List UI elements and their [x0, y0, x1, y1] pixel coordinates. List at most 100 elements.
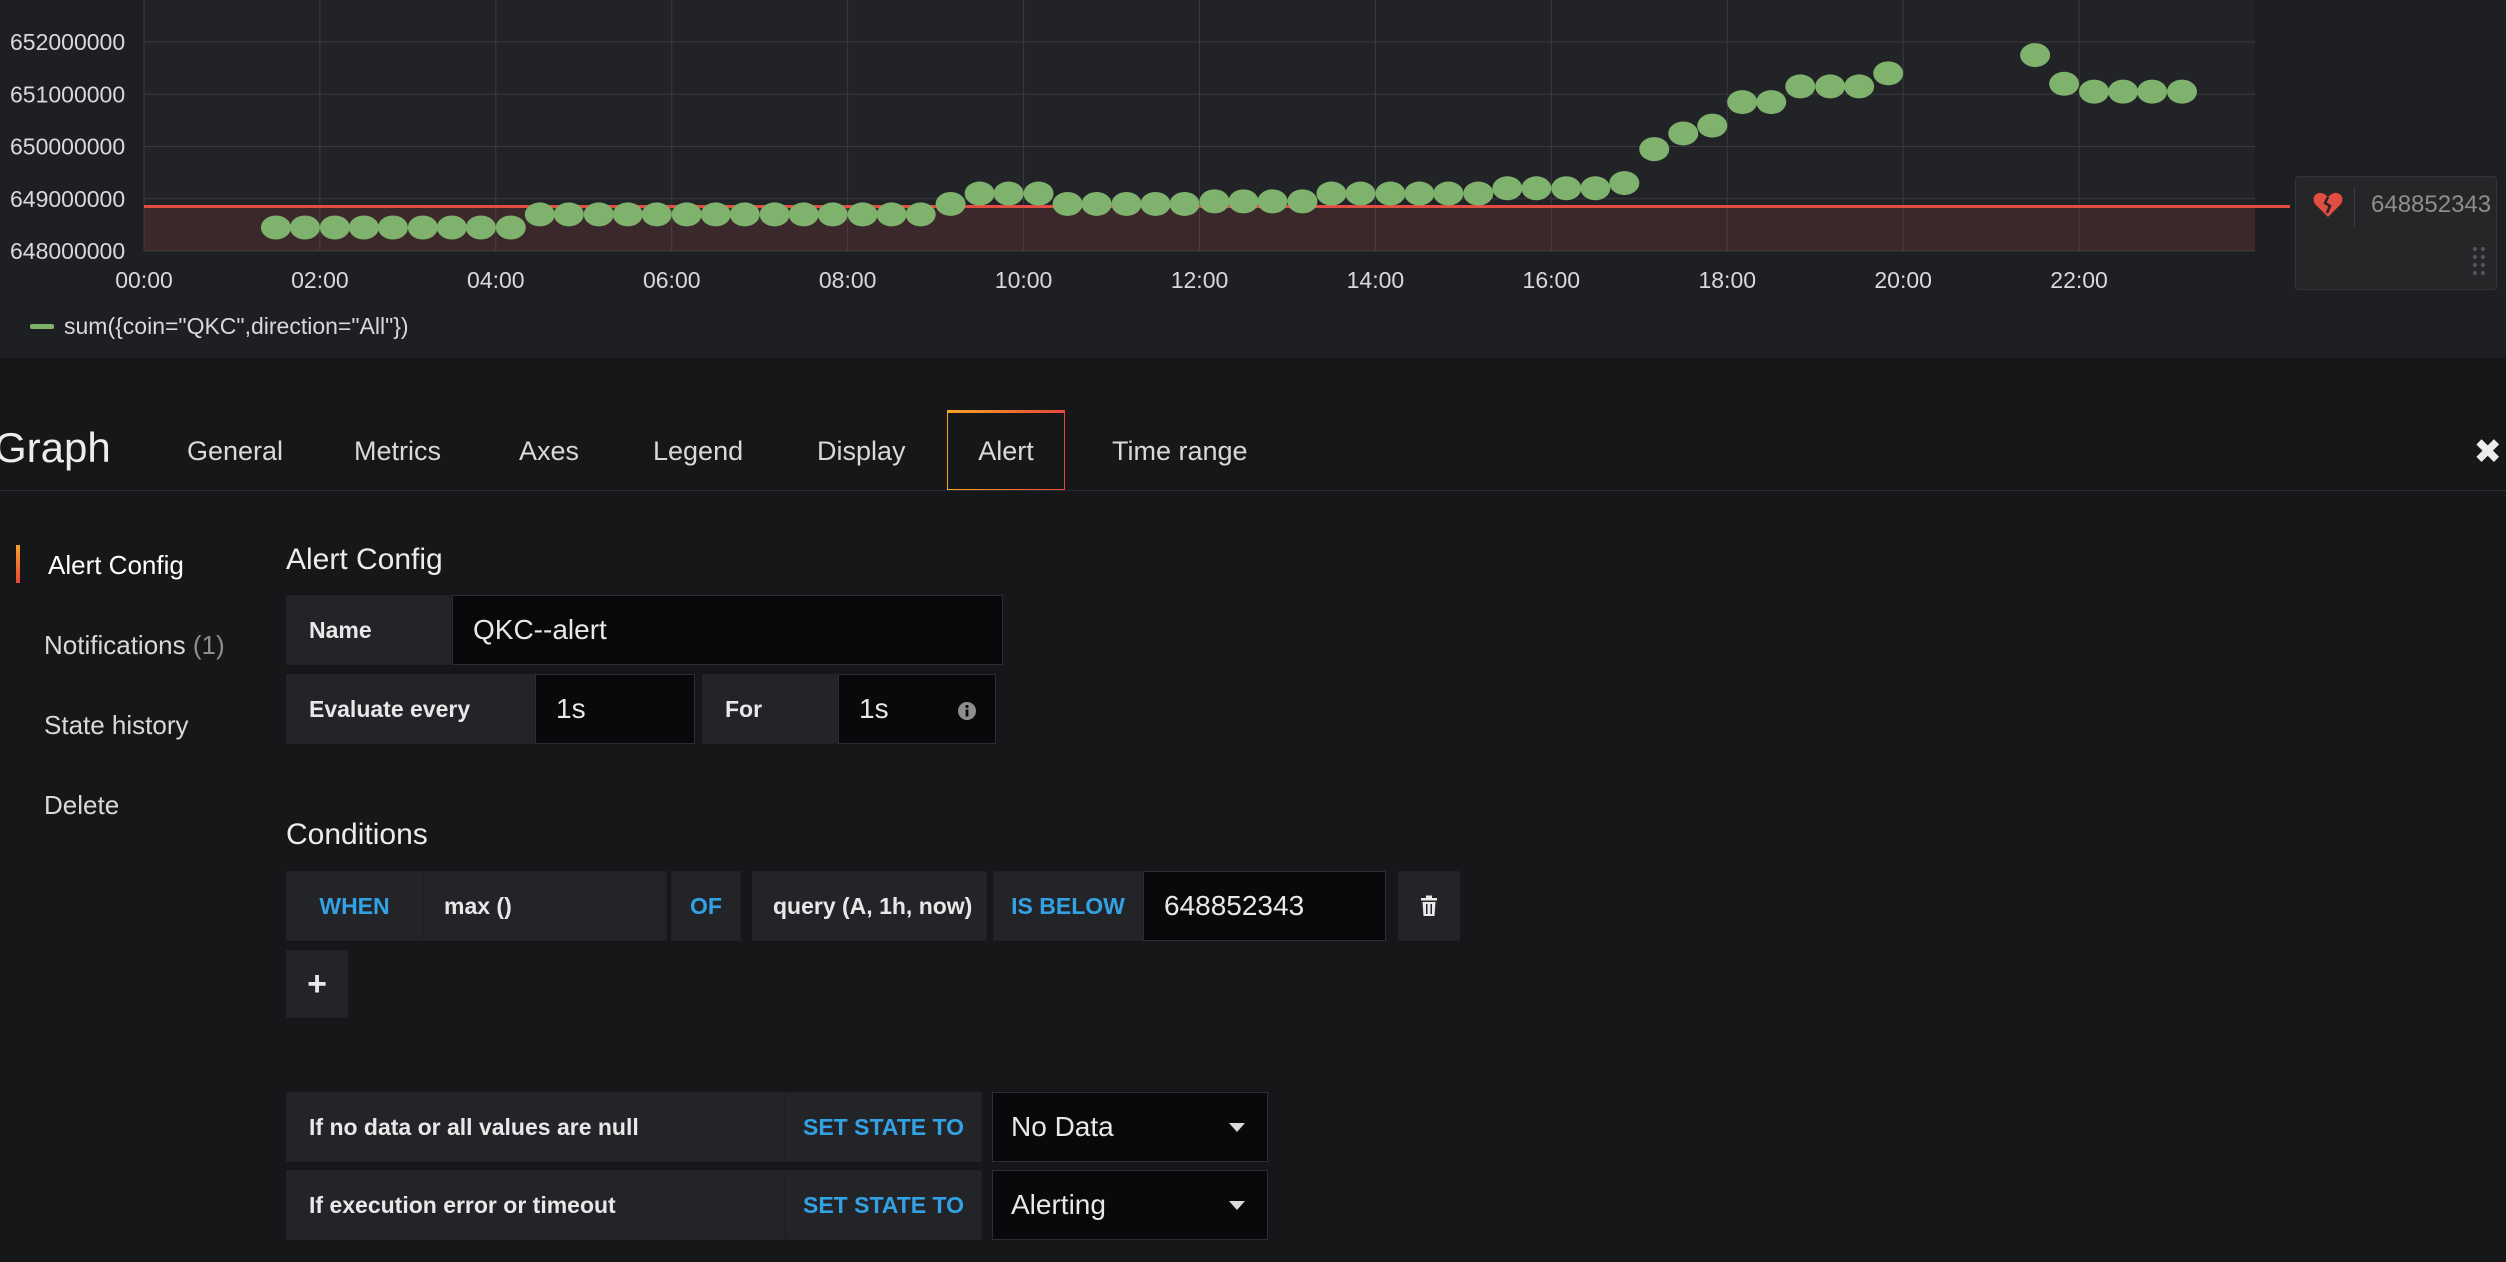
- trash-icon: [1421, 895, 1437, 916]
- data-point: [495, 215, 526, 240]
- data-point: [671, 202, 702, 227]
- data-point: [964, 181, 995, 206]
- data-point: [1815, 74, 1846, 99]
- info-icon[interactable]: [957, 701, 977, 721]
- legend-series-label[interactable]: sum({coin="QKC",direction="All"}): [64, 313, 409, 339]
- data-point: [260, 215, 291, 240]
- alert-name-input[interactable]: QKC--alert: [452, 595, 1003, 665]
- data-point: [993, 181, 1024, 206]
- exec-error-state-select[interactable]: Alerting: [992, 1170, 1268, 1240]
- tab-metrics[interactable]: Metrics: [354, 436, 441, 466]
- sidenav-item-delete[interactable]: Delete: [44, 790, 119, 821]
- data-point: [465, 215, 496, 240]
- caret-down-icon: [1229, 1123, 1245, 1132]
- data-point: [1111, 191, 1142, 216]
- data-point: [1727, 90, 1758, 115]
- y-tick-label: 651000000: [10, 81, 125, 107]
- data-point: [1697, 113, 1728, 138]
- data-point: [1169, 191, 1200, 216]
- sidenav-item-label: Alert Config: [48, 550, 184, 580]
- data-point: [583, 202, 614, 227]
- when-keyword: WHEN: [286, 871, 423, 941]
- x-tick-label: 18:00: [1698, 267, 1756, 293]
- tab-legend[interactable]: Legend: [653, 436, 744, 466]
- evaluator-select[interactable]: IS BELOW: [993, 871, 1143, 941]
- evaluate-every-input[interactable]: 1s: [535, 674, 695, 744]
- data-point: [1844, 74, 1875, 99]
- no-data-state-select[interactable]: No Data: [992, 1092, 1268, 1162]
- threshold-handle[interactable]: 648852343: [2295, 176, 2497, 290]
- query-select[interactable]: query (A, 1h, now): [752, 871, 987, 941]
- data-point: [1375, 181, 1406, 206]
- sidenav-active-indicator: [16, 545, 20, 583]
- data-point: [553, 202, 584, 227]
- data-point: [1081, 191, 1112, 216]
- graph-plot: 652000000 651000000 650000000 649000000 6480…: [10, 0, 2290, 293]
- data-point: [876, 202, 907, 227]
- for-input[interactable]: 1s: [838, 674, 996, 744]
- editor-tab-bar: Graph General Metrics Axes Legend Displa…: [0, 410, 2506, 491]
- tab-alert[interactable]: Alert: [947, 410, 1065, 490]
- x-tick-label: 16:00: [1523, 267, 1581, 293]
- data-point: [1521, 176, 1552, 201]
- data-point: [759, 202, 790, 227]
- tab-general[interactable]: General: [187, 436, 284, 466]
- add-condition-button[interactable]: +: [286, 950, 348, 1018]
- data-point: [641, 202, 672, 227]
- y-tick-label: 648000000: [10, 238, 125, 264]
- close-icon[interactable]: ✖: [2473, 433, 2503, 471]
- tab-axes[interactable]: Axes: [519, 436, 580, 466]
- data-point: [2079, 79, 2110, 104]
- x-tick-label: 14:00: [1347, 267, 1405, 293]
- data-point: [2137, 79, 2168, 104]
- grip-icon[interactable]: [2471, 245, 2487, 281]
- data-point: [407, 215, 438, 240]
- no-data-state-value: No Data: [1011, 1111, 1114, 1142]
- delete-condition-button[interactable]: [1398, 871, 1460, 941]
- data-point: [2108, 79, 2139, 104]
- data-point: [1140, 191, 1171, 216]
- data-point: [1199, 189, 1230, 214]
- sidenav-item-alert-config[interactable]: Alert Config: [48, 550, 184, 581]
- threshold-input[interactable]: 648852343: [1143, 871, 1386, 941]
- sidenav-item-state-history[interactable]: State history: [44, 710, 189, 741]
- data-point: [348, 215, 379, 240]
- data-point: [2020, 43, 2051, 68]
- no-data-label: If no data or all values are null: [286, 1092, 785, 1162]
- data-point: [1316, 181, 1347, 206]
- tab-display[interactable]: Display: [817, 436, 906, 466]
- tab-time-range[interactable]: Time range: [1112, 436, 1248, 466]
- threshold-region: [144, 206, 2255, 251]
- legend[interactable]: sum({coin="QKC",direction="All"}): [30, 313, 409, 340]
- name-label: Name: [286, 595, 452, 665]
- x-tick-label: 04:00: [467, 267, 525, 293]
- data-point: [700, 202, 731, 227]
- reducer-select[interactable]: max (): [423, 871, 667, 941]
- data-point: [788, 202, 819, 227]
- sidenav-item-notifications[interactable]: Notifications (1): [44, 630, 225, 661]
- threshold-separator: [2354, 187, 2355, 227]
- no-data-set-state-keyword: SET STATE TO: [785, 1092, 982, 1162]
- x-tick-label: 00:00: [115, 267, 173, 293]
- data-point: [1580, 176, 1611, 201]
- legend-swatch: [30, 324, 54, 329]
- threshold-value[interactable]: 648852343: [2371, 191, 2492, 218]
- data-point: [905, 202, 936, 227]
- data-point: [817, 202, 848, 227]
- data-point: [1609, 171, 1640, 196]
- x-tick-label: 22:00: [2050, 267, 2108, 293]
- broken-heart-icon: [2313, 192, 2343, 217]
- data-point: [1052, 191, 1083, 216]
- x-tick-label: 02:00: [291, 267, 349, 293]
- data-point: [847, 202, 878, 227]
- data-point: [1873, 61, 1904, 86]
- conditions-heading: Conditions: [286, 818, 428, 851]
- graph-panel: 652000000 651000000 650000000 649000000 6480…: [0, 0, 2506, 358]
- data-point: [935, 191, 966, 216]
- data-point: [436, 215, 467, 240]
- notifications-count: (1): [192, 630, 225, 660]
- x-tick-label: 12:00: [1171, 267, 1229, 293]
- alert-config-heading: Alert Config: [286, 543, 443, 576]
- data-point: [1023, 181, 1054, 206]
- data-point: [1433, 181, 1464, 206]
